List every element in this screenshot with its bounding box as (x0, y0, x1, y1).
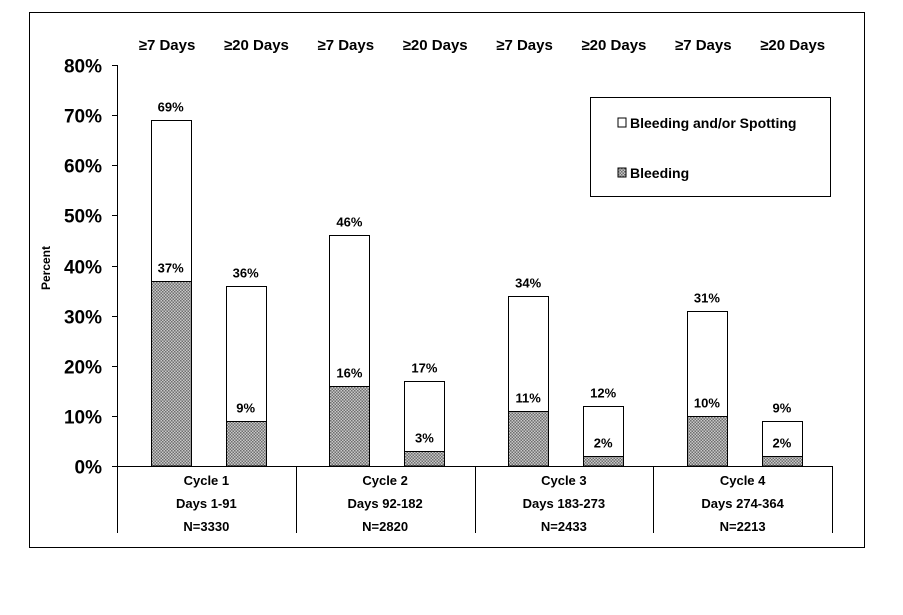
y-axis-label: Percent (39, 246, 53, 290)
x-category-label: Days 274-364 (701, 496, 784, 511)
data-label-total: 34% (515, 276, 541, 291)
data-label-total: 17% (411, 361, 437, 376)
bar-header-label: ≥20 Days (581, 37, 646, 54)
legend-box (590, 97, 831, 197)
x-category-label: Cycle 2 (362, 473, 408, 488)
legend-label-bleeding-spotting: Bleeding and/or Spotting (630, 115, 796, 131)
legend-swatch-bleeding (617, 167, 627, 178)
data-label-bleeding: 11% (515, 391, 541, 406)
data-label-total: 9% (773, 401, 792, 416)
bar-header-label: ≥20 Days (224, 37, 289, 54)
data-label-total: 46% (336, 215, 362, 230)
data-label-bleeding: 37% (158, 261, 184, 276)
bar-bleeding (687, 416, 728, 467)
legend-swatch-bleeding-spotting (617, 117, 627, 128)
bar-header-label: ≥7 Days (317, 37, 374, 54)
bar-bleeding (226, 421, 267, 467)
data-label-bleeding: 16% (336, 366, 362, 381)
x-category-label: Days 92-182 (348, 496, 423, 511)
y-tick-label: 50% (64, 207, 102, 228)
bar-headers: ≥7 Days ≥20 Days ≥7 Days ≥20 Days ≥7 Days ≥20… (139, 37, 825, 54)
data-label-bleeding: 2% (773, 436, 792, 451)
y-axis: 0% 10% 20% 30% 40% 50% 60% 70% 80% (64, 57, 118, 479)
x-category-label: N=2433 (541, 519, 587, 534)
y-tick-label: 60% (64, 157, 102, 178)
legend-label-bleeding: Bleeding (630, 165, 689, 181)
bars: 69% 37% 36% 9% 46% 16% 17% 3% 34% 11% 12% 2% 31% 10% 9… (151, 100, 803, 467)
y-tick-label: 10% (64, 408, 102, 429)
data-label-bleeding: 2% (594, 436, 613, 451)
bar-header-label: ≥7 Days (496, 37, 553, 54)
x-category-label: Cycle 4 (720, 473, 766, 488)
legend: Bleeding and/or Spotting Bleeding (590, 97, 831, 197)
data-label-bleeding: 10% (694, 396, 720, 411)
data-label-total: 69% (158, 100, 184, 115)
y-tick-label: 80% (64, 57, 102, 78)
bar-header-label: ≥7 Days (675, 37, 732, 54)
bar-bleeding (583, 456, 624, 467)
data-label-total: 36% (233, 266, 259, 281)
bar-bleeding (404, 451, 445, 467)
bar-bleeding (329, 386, 370, 467)
bar-bleeding (508, 411, 549, 467)
data-label-bleeding: 3% (415, 431, 434, 446)
y-tick-label: 0% (75, 458, 103, 479)
y-tick-label: 20% (64, 358, 102, 379)
x-category-label: Days 1-91 (176, 496, 237, 511)
y-tick-label: 40% (64, 258, 102, 279)
x-category-label: Days 183-273 (523, 496, 605, 511)
bar-header-label: ≥20 Days (760, 37, 825, 54)
x-category-label: N=2820 (362, 519, 408, 534)
bar-header-label: ≥20 Days (403, 37, 468, 54)
data-label-total: 31% (694, 291, 720, 306)
bar-header-label: ≥7 Days (139, 37, 196, 54)
bar-bleeding (151, 281, 192, 467)
y-tick-label: 70% (64, 107, 102, 128)
bar-bleeding (762, 456, 803, 467)
x-category-label: N=3330 (183, 519, 229, 534)
x-category-label: Cycle 3 (541, 473, 587, 488)
y-tick-label: 30% (64, 308, 102, 329)
data-label-bleeding: 9% (236, 401, 255, 416)
data-label-total: 12% (590, 386, 616, 401)
x-category-label: N=2213 (720, 519, 766, 534)
x-category-label: Cycle 1 (184, 473, 230, 488)
